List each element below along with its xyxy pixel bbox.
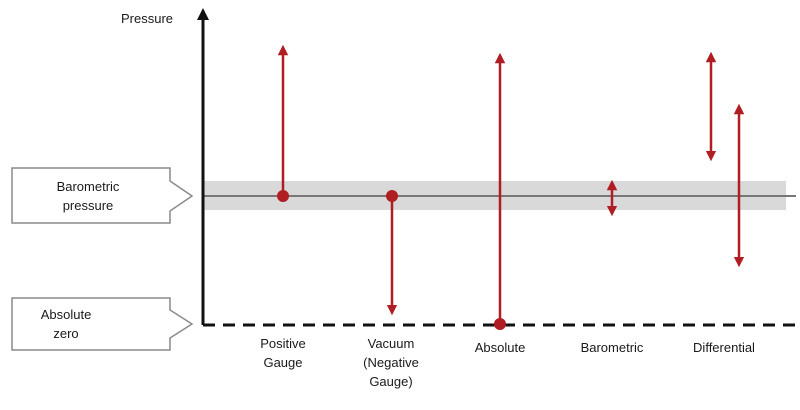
absolute-zero-callout-line1: Absolute: [41, 307, 92, 322]
positive-gauge-label-line1: Positive: [260, 336, 306, 351]
category-label-absolute: Absolute: [475, 340, 526, 355]
category-label-positive-gauge: Positive Gauge: [260, 336, 306, 370]
vacuum-arrow: [386, 190, 398, 316]
barometric-pressure-callout: Barometric pressure: [11, 167, 194, 224]
vacuum-label-line2: (Negative: [363, 355, 419, 370]
absolute-zero-callout: Absolute zero: [11, 297, 194, 351]
category-label-barometric: Barometric: [581, 340, 644, 355]
positive-gauge-arrow: [277, 44, 289, 202]
y-axis-label: Pressure: [121, 11, 173, 26]
absolute-zero-callout-line2: zero: [53, 326, 78, 341]
category-label-differential: Differential: [693, 340, 755, 355]
vacuum-origin-dot: [386, 190, 398, 202]
positive-gauge-label-line2: Gauge: [263, 355, 302, 370]
category-label-vacuum: Vacuum (Negative Gauge): [363, 336, 419, 389]
positive-gauge-origin-dot: [277, 190, 289, 202]
barometric-callout-line2: pressure: [63, 198, 114, 213]
barometric-callout-line1: Barometric: [57, 179, 120, 194]
vacuum-label-line1: Vacuum: [368, 336, 415, 351]
vacuum-label-line3: Gauge): [369, 374, 412, 389]
absolute-origin-dot: [494, 318, 506, 330]
absolute-arrow: [494, 52, 506, 330]
